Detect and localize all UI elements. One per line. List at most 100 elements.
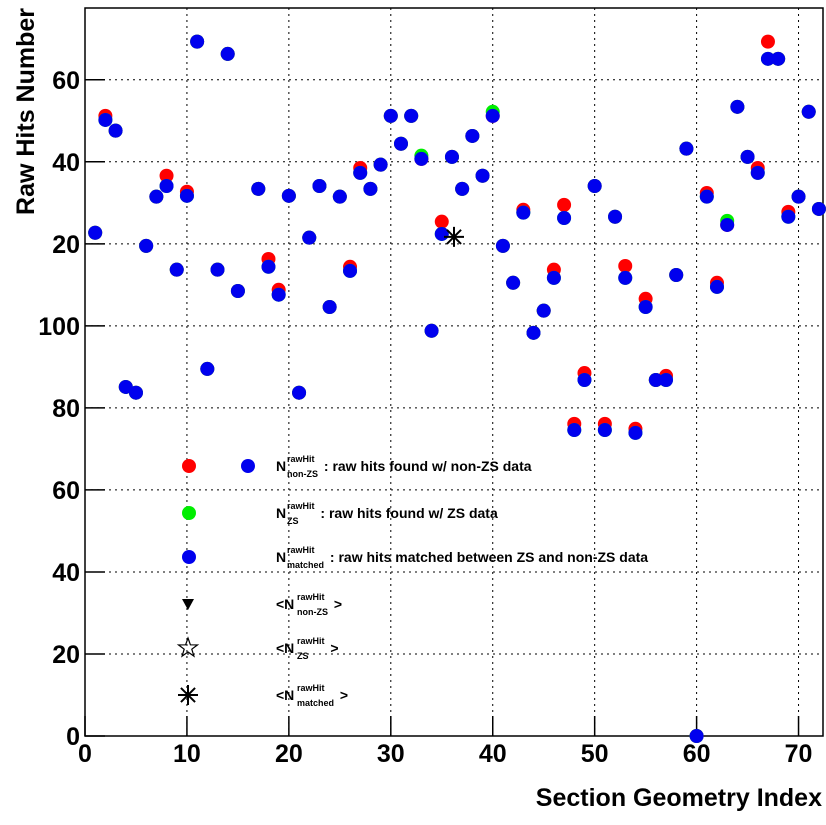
data-point bbox=[730, 99, 745, 114]
data-point bbox=[434, 214, 449, 229]
data-point bbox=[557, 210, 572, 225]
x-tick-label: 70 bbox=[785, 740, 813, 768]
data-point bbox=[679, 141, 694, 156]
legend-sub: matched bbox=[297, 698, 334, 708]
mean-marker bbox=[444, 226, 464, 247]
x-tick-label: 0 bbox=[78, 740, 92, 768]
data-point bbox=[577, 372, 592, 387]
data-point bbox=[750, 165, 765, 180]
data-point bbox=[210, 262, 225, 277]
data-point bbox=[230, 283, 245, 298]
legend-sub: non-ZS bbox=[297, 607, 328, 617]
data-point bbox=[638, 299, 653, 314]
data-point bbox=[495, 238, 510, 253]
data-point bbox=[404, 108, 419, 123]
legend-text: <N bbox=[276, 687, 294, 703]
legend-sub: non-ZS bbox=[287, 469, 318, 479]
y-tick-label: 60 bbox=[52, 67, 80, 95]
legend-entry: <N bbox=[276, 596, 294, 612]
data-point bbox=[414, 151, 429, 166]
data-point bbox=[567, 423, 582, 438]
data-point bbox=[271, 287, 286, 302]
mean-marker-stroke bbox=[180, 687, 196, 703]
data-point bbox=[618, 270, 633, 285]
data-point bbox=[139, 238, 154, 253]
y-tick-label: 40 bbox=[52, 559, 80, 587]
data-point bbox=[771, 51, 786, 66]
data-point bbox=[322, 299, 337, 314]
x-tick-label: 30 bbox=[377, 740, 405, 768]
data-point bbox=[434, 226, 449, 241]
data-point bbox=[791, 189, 806, 204]
data-point bbox=[118, 379, 133, 394]
legend-entry: <N bbox=[276, 687, 294, 703]
legend-entry: N bbox=[276, 458, 286, 474]
x-tick-label: 20 bbox=[275, 740, 303, 768]
legend-text: N bbox=[276, 549, 286, 565]
x-axis-title: Section Geometry Index bbox=[536, 784, 822, 812]
data-point bbox=[801, 104, 816, 119]
legend-entry: N bbox=[276, 505, 286, 521]
legend-text: <N bbox=[276, 596, 294, 612]
data-point bbox=[475, 168, 490, 183]
data-point bbox=[332, 189, 347, 204]
mean-marker bbox=[178, 685, 198, 705]
plot-frame bbox=[84, 7, 824, 737]
legend-marker bbox=[182, 506, 196, 520]
data-point bbox=[88, 225, 103, 240]
data-point bbox=[485, 108, 500, 123]
data-point bbox=[628, 425, 643, 440]
y-tick-label: 20 bbox=[52, 641, 80, 669]
x-tick-label: 50 bbox=[581, 740, 609, 768]
data-point bbox=[557, 197, 572, 212]
y-tick-label: 80 bbox=[52, 395, 80, 423]
data-point bbox=[190, 34, 205, 49]
legend-entry: <N bbox=[276, 640, 294, 656]
data-point bbox=[444, 149, 459, 164]
y-tick-label: 100 bbox=[38, 313, 80, 341]
y-tick-label: 60 bbox=[52, 477, 80, 505]
legend-sup: rawHit bbox=[287, 545, 315, 555]
data-point bbox=[709, 279, 724, 294]
y-tick-label: 20 bbox=[52, 231, 80, 259]
data-point bbox=[302, 230, 317, 245]
data-point bbox=[373, 157, 388, 172]
y-axis-title: Raw Hits Number bbox=[12, 8, 40, 215]
legend-sub: ZS bbox=[287, 516, 299, 526]
y-tick-label: 40 bbox=[52, 149, 80, 177]
data-point bbox=[281, 188, 296, 203]
legend-sub: ZS bbox=[297, 651, 309, 661]
data-point bbox=[608, 209, 623, 224]
data-point bbox=[760, 34, 775, 49]
data-point bbox=[546, 270, 561, 285]
data-point bbox=[159, 168, 174, 183]
data-point bbox=[465, 128, 480, 143]
data-point bbox=[220, 46, 235, 61]
data-point bbox=[536, 303, 551, 318]
data-point bbox=[149, 189, 164, 204]
data-point bbox=[128, 385, 143, 400]
legend-sub: matched bbox=[287, 560, 324, 570]
legend-marker bbox=[176, 636, 200, 658]
data-point bbox=[169, 262, 184, 277]
legend-marker bbox=[182, 459, 196, 473]
data-point bbox=[597, 423, 612, 438]
data-point bbox=[720, 217, 735, 232]
data-point bbox=[251, 181, 266, 196]
mean-marker-stroke bbox=[446, 229, 462, 245]
data-point bbox=[506, 275, 521, 290]
legend-text: > bbox=[330, 596, 342, 612]
data-point bbox=[659, 372, 674, 387]
data-point bbox=[811, 201, 826, 216]
data-point bbox=[689, 729, 704, 743]
legend-text: > bbox=[327, 640, 339, 656]
legend-text: > bbox=[336, 687, 348, 703]
legend-sup: rawHit bbox=[297, 592, 325, 602]
legend-text: N bbox=[276, 458, 286, 474]
data-point bbox=[98, 112, 113, 127]
data-point bbox=[343, 263, 358, 278]
legend-marker bbox=[182, 550, 196, 564]
data-point bbox=[781, 209, 796, 224]
x-tick-label: 40 bbox=[479, 740, 507, 768]
